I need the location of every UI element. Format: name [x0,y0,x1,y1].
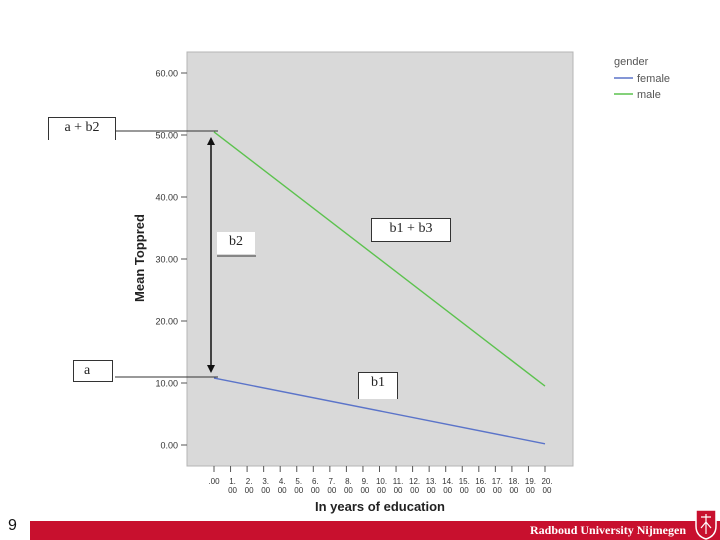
legend-label-male: male [637,89,661,101]
x-axis: .00 1. 00 2. 00 3. 00 4. 00 5. 00 6. 00 7. 00 8. 00 9. 00 1… [208,466,553,495]
page-number-box [0,507,30,540]
y-axis-title: Mean Toppred [132,214,147,302]
y-tick-label: 30.00 [155,255,178,265]
x-tick-label: 10. 00 [376,477,387,495]
footer-bar [0,521,720,540]
x-tick-label: 16. 00 [475,477,486,495]
x-tick-label: 13. 00 [426,477,437,495]
x-tick-label: 3. 00 [261,477,270,495]
y-tick-label: 10.00 [155,379,178,389]
x-tick-label: 20. 00 [541,477,552,495]
y-tick-label: 50.00 [155,131,178,141]
y-tick-label: 0.00 [160,441,178,451]
x-tick-label: 15. 00 [459,477,470,495]
page-number: 9 [8,517,17,534]
b2-arrow-head-top [207,137,215,145]
university-name: Radboud University Nijmegen [530,523,687,537]
legend-title: gender [614,56,649,68]
x-tick-label: 9. 00 [360,477,369,495]
series-line-male [213,131,546,387]
series-line-female [213,377,546,445]
x-tick-label: 17. 00 [492,477,503,495]
annotation-lines [115,130,256,378]
y-tick-label: 60.00 [155,69,178,79]
b2-arrow-head-bottom [207,365,215,373]
x-tick-label: 1. 00 [228,477,237,495]
y-tick-label: 40.00 [155,193,178,203]
x-tick-label: 14. 00 [442,477,453,495]
x-tick-label: 18. 00 [508,477,519,495]
series-layer [213,131,546,445]
annotation-b1: b1 [358,372,398,399]
y-axis: 0.00 10.00 20.00 30.00 40.00 50.00 60.00 [155,69,187,451]
legend-label-female: female [637,73,670,85]
y-tick-label: 20.00 [155,317,178,327]
x-tick-label: 8. 00 [344,477,353,495]
x-tick-label: 6. 00 [311,477,320,495]
x-axis-title: In years of education [315,499,445,514]
x-tick-label: 7. 00 [327,477,336,495]
annotation-a: a [73,360,113,382]
annotation-b2: b2 [217,232,255,254]
annotation-b1-plus-b3: b1 + b3 [371,218,451,242]
x-tick-label: .00 [208,477,220,486]
x-tick-label: 2. 00 [245,477,254,495]
x-tick-label: 19. 00 [525,477,536,495]
x-tick-label: 11. 00 [393,477,404,495]
x-tick-label: 12. 00 [409,477,420,495]
x-tick-label: 4. 00 [278,477,287,495]
annotation-a-plus-b2: a + b2 [48,117,116,140]
x-tick-label: 5. 00 [294,477,303,495]
legend: gender female male [614,56,670,101]
university-crest-icon [695,509,717,540]
